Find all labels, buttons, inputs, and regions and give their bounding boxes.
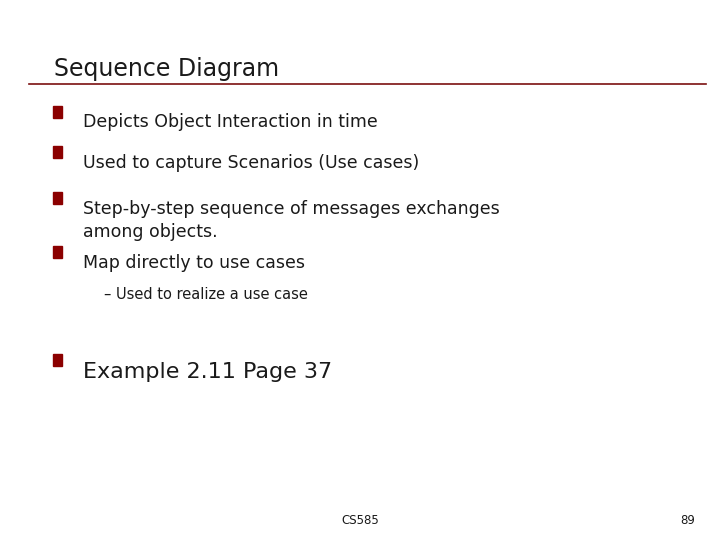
Text: Map directly to use cases: Map directly to use cases <box>83 254 305 272</box>
Text: 89: 89 <box>680 514 695 526</box>
Bar <box>53 146 62 158</box>
Text: Example 2.11 Page 37: Example 2.11 Page 37 <box>83 362 332 382</box>
Text: Sequence Diagram: Sequence Diagram <box>54 57 279 80</box>
Text: Used to capture Scenarios (Use cases): Used to capture Scenarios (Use cases) <box>83 154 419 172</box>
Bar <box>53 246 62 258</box>
Text: – Used to realize a use case: – Used to realize a use case <box>104 287 308 302</box>
Bar <box>53 354 62 366</box>
Text: Depicts Object Interaction in time: Depicts Object Interaction in time <box>83 113 377 131</box>
Text: Step-by-step sequence of messages exchanges
among objects.: Step-by-step sequence of messages exchan… <box>83 200 500 241</box>
Bar <box>53 106 62 118</box>
Text: CS585: CS585 <box>341 514 379 526</box>
Bar <box>53 192 62 204</box>
